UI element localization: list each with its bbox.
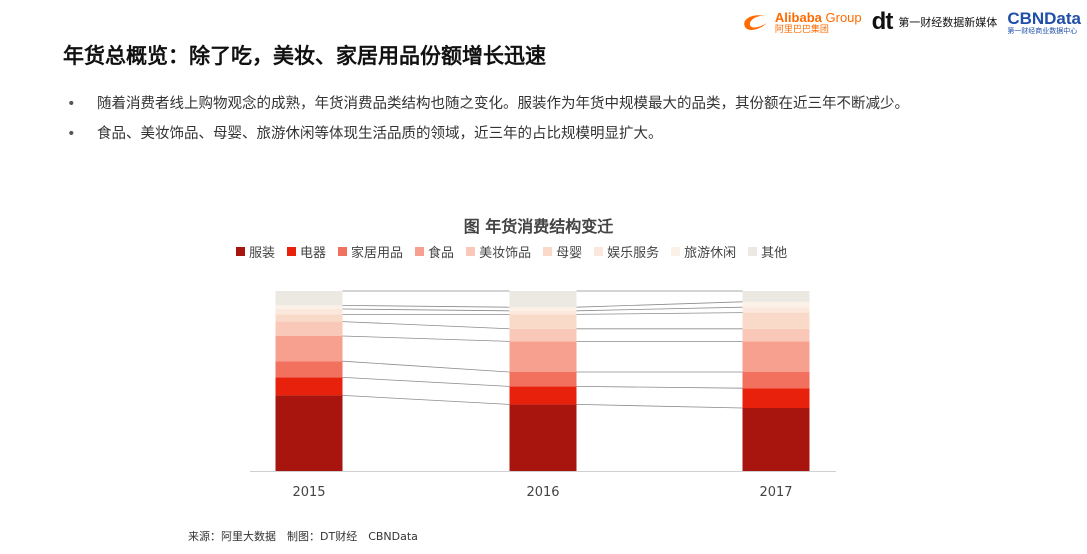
bar-segment (509, 386, 577, 405)
bar-segment (742, 307, 810, 313)
bar-segment (509, 328, 577, 342)
bar-segment (509, 310, 577, 315)
legend-item: 娱乐服务 (594, 242, 659, 261)
bar-segment (742, 291, 810, 302)
legend-label: 美妆饰品 (479, 246, 532, 261)
bar-segment (275, 314, 343, 322)
bar-segment (742, 301, 810, 308)
bar-segment (742, 372, 810, 389)
bar-segment (275, 305, 343, 309)
bar-segment (509, 341, 577, 372)
legend-item: 美妆饰品 (466, 242, 531, 261)
bar-segment (742, 328, 810, 342)
series-connector-line (342, 335, 510, 342)
series-connector-line (342, 395, 510, 405)
legend-swatch (543, 247, 553, 256)
series-connector-line (576, 301, 743, 308)
alibaba-logo: Alibaba Group 阿里巴巴集团 (741, 11, 862, 34)
x-tick-label: 2015 (292, 485, 325, 500)
dt-mark: dt (871, 8, 894, 35)
series-connector-line (342, 305, 510, 308)
header-logos: Alibaba Group 阿里巴巴集团 dt 第一财经数据新媒体 CBNDat… (741, 8, 1081, 36)
legend-swatch (236, 247, 245, 256)
bar-segment (742, 408, 810, 471)
series-connector-line (576, 312, 743, 315)
dt-logo: dt 第一财经数据新媒体 (872, 8, 998, 36)
legend-swatch (338, 247, 348, 256)
legend-label: 电器 (300, 246, 327, 261)
bar-segment (275, 309, 343, 315)
bar-segment (275, 321, 343, 336)
bar-segment (509, 291, 577, 308)
legend-swatch (466, 247, 476, 256)
legend-swatch (415, 247, 425, 256)
bullet-list: 随着消费者线上购物观念的成熟，年货消费品类结构也随之变化。服装作为年货中规模最大… (64, 92, 1024, 152)
legend-item: 食品 (415, 242, 454, 261)
legend-item: 电器 (287, 242, 326, 261)
x-tick-label: 2016 (526, 485, 559, 500)
bar-segment (275, 395, 343, 471)
bar-segment (275, 361, 343, 378)
series-connector-line (342, 377, 510, 387)
bar-segment (742, 341, 810, 372)
legend-label: 旅游休闲 (684, 246, 737, 261)
bar-segment (742, 312, 810, 329)
cbndata-brand: CBNData (1007, 8, 1081, 28)
dt-name: 第一财经数据新媒体 (898, 16, 998, 29)
legend-label: 家居用品 (351, 246, 404, 261)
series-connector-line (576, 306, 743, 312)
legend-label: 娱乐服务 (607, 246, 660, 261)
bar-segment (275, 336, 343, 362)
cbndata-cn-name: 第一财经商业数据中心 (1007, 26, 1078, 35)
source-note: 来源：阿里大数据 制图：DT财经 CBNData (188, 530, 418, 543)
bar-segment (509, 314, 577, 329)
legend-item: 旅游休闲 (671, 242, 736, 261)
series-connector-line (342, 321, 510, 330)
series-connector-line (342, 360, 510, 373)
legend-label: 其他 (761, 246, 788, 261)
bar-segment (509, 307, 577, 311)
bar-segment (275, 377, 343, 396)
bar-segment (509, 404, 577, 471)
series-connector-line (576, 386, 743, 389)
legend-item: 服装 (236, 242, 275, 261)
bullet-item: 食品、美妆饰品、母婴、旅游休闲等体现生活品质的领域，近三年的占比规模明显扩大。 (64, 122, 1024, 147)
chart-title: 图 年货消费结构变迁 (463, 217, 614, 236)
alibaba-brand: Alibaba (774, 9, 822, 25)
chart-legend: 服装 电器 家居用品 食品 美妆饰品 母婴 娱乐服务 旅游休闲 其他 (236, 242, 787, 261)
legend-label: 食品 (428, 246, 455, 261)
bullet-item: 随着消费者线上购物观念的成熟，年货消费品类结构也随之变化。服装作为年货中规模最大… (64, 92, 1024, 117)
legend-swatch (287, 247, 297, 256)
series-connector-line (576, 404, 743, 409)
series-connector-line (342, 308, 510, 312)
x-tick-label: 2017 (759, 485, 792, 500)
legend-swatch (671, 247, 681, 256)
legend-item: 其他 (748, 242, 787, 261)
alibaba-cn-name: 阿里巴巴集团 (774, 23, 829, 34)
bar-segment (742, 388, 810, 408)
legend-label: 服装 (249, 246, 276, 261)
alibaba-group: Group (825, 9, 862, 25)
bar-segment (509, 372, 577, 387)
page-title: 年货总概览：除了吃，美妆、家居用品份额增长迅速 (63, 44, 546, 68)
bar-segment (275, 291, 343, 306)
cbndata-logo: CBNData 第一财经商业数据中心 (1007, 10, 1081, 35)
legend-label: 母婴 (556, 246, 583, 261)
alibaba-mark-icon (744, 15, 767, 30)
legend-swatch (594, 247, 604, 256)
legend-item: 母婴 (543, 242, 582, 261)
legend-swatch (748, 247, 758, 256)
legend-item: 家居用品 (338, 242, 403, 261)
